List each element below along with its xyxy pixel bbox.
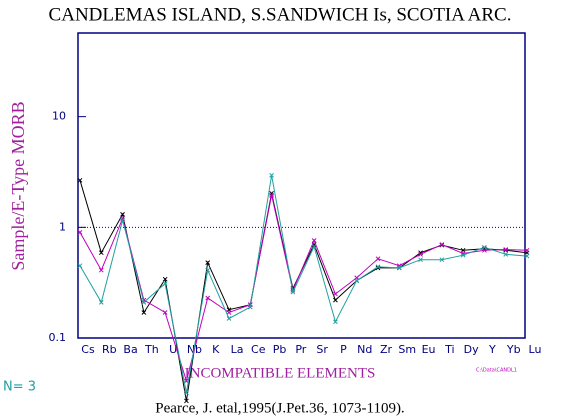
point bbox=[162, 281, 168, 286]
point bbox=[311, 244, 317, 249]
point bbox=[418, 251, 423, 257]
point bbox=[141, 310, 147, 315]
point bbox=[524, 253, 530, 259]
point bbox=[184, 390, 189, 396]
x-tick-label: Y bbox=[488, 343, 496, 356]
point bbox=[141, 299, 147, 305]
point bbox=[503, 247, 509, 252]
point bbox=[120, 211, 125, 217]
point bbox=[333, 297, 338, 303]
point bbox=[205, 267, 211, 273]
point bbox=[120, 217, 125, 223]
point bbox=[269, 192, 274, 198]
x-tick-label: K bbox=[212, 343, 220, 356]
series-line bbox=[79, 175, 528, 393]
x-tick-label: Pb bbox=[273, 343, 287, 356]
x-tick-label: Sm bbox=[398, 343, 416, 356]
x-tick-label: U bbox=[169, 343, 177, 356]
point bbox=[460, 252, 466, 258]
point bbox=[77, 263, 83, 269]
x-tick-label: Zr bbox=[380, 343, 393, 356]
point bbox=[375, 264, 381, 270]
x-tick-label: Nd bbox=[357, 343, 372, 356]
y-axis-label: Sample/E-Type MORB bbox=[8, 101, 28, 270]
point bbox=[439, 242, 445, 247]
point bbox=[162, 276, 168, 282]
source: Pearce, J. etal,1995(J.Pet.36, 1073-1109… bbox=[155, 400, 404, 416]
point bbox=[482, 244, 487, 250]
point bbox=[290, 289, 296, 295]
point bbox=[311, 238, 317, 243]
plot-frame bbox=[77, 32, 526, 339]
point bbox=[269, 172, 274, 178]
point bbox=[77, 177, 83, 183]
point bbox=[375, 256, 381, 262]
x-tick-label: Yb bbox=[506, 343, 521, 356]
point bbox=[524, 247, 530, 253]
point bbox=[98, 267, 104, 273]
x-tick-label: Ti bbox=[444, 343, 454, 356]
point bbox=[354, 278, 360, 283]
series-line bbox=[79, 195, 528, 383]
x-tick-label: P bbox=[340, 343, 347, 356]
x-tick-label: Sr bbox=[316, 343, 328, 356]
x-tick-label: Lu bbox=[529, 343, 542, 356]
y-tick-label: 0.1 bbox=[49, 331, 67, 344]
chart-title: CANDLEMAS ISLAND, S.SANDWICH Is, SCOTIA … bbox=[49, 4, 512, 25]
point bbox=[269, 190, 274, 196]
point bbox=[205, 295, 211, 301]
point bbox=[247, 304, 253, 310]
point bbox=[162, 310, 168, 315]
x-tick-label: Cs bbox=[81, 343, 95, 356]
y-tick-label: 1 bbox=[59, 220, 66, 233]
point bbox=[333, 319, 338, 325]
point bbox=[226, 316, 232, 321]
point bbox=[439, 257, 445, 263]
point bbox=[98, 299, 104, 305]
x-tick-label: La bbox=[231, 343, 244, 356]
point bbox=[98, 250, 104, 256]
x-tick-label: Th bbox=[144, 343, 159, 356]
x-tick-label: Dy bbox=[464, 343, 479, 356]
point bbox=[77, 230, 83, 235]
x-tick-label: Ba bbox=[123, 343, 137, 356]
point bbox=[205, 260, 211, 265]
x-tick-label: Eu bbox=[422, 343, 436, 356]
point bbox=[184, 398, 189, 404]
legend-note: C:\Data\CANDL1 bbox=[476, 368, 517, 374]
x-tick-label: Ce bbox=[251, 343, 266, 356]
point bbox=[418, 257, 423, 263]
x-axis-label: INCOMPATIBLE ELEMENTS bbox=[185, 365, 376, 381]
x-tick-label: Pr bbox=[295, 343, 306, 356]
point bbox=[396, 265, 402, 271]
y-tick-label: 10 bbox=[52, 110, 66, 123]
count-label: N= 3 bbox=[3, 380, 36, 395]
point bbox=[226, 310, 232, 315]
x-tick-label: Rb bbox=[102, 343, 117, 356]
point bbox=[333, 291, 338, 297]
point bbox=[503, 251, 509, 257]
point bbox=[503, 247, 509, 253]
